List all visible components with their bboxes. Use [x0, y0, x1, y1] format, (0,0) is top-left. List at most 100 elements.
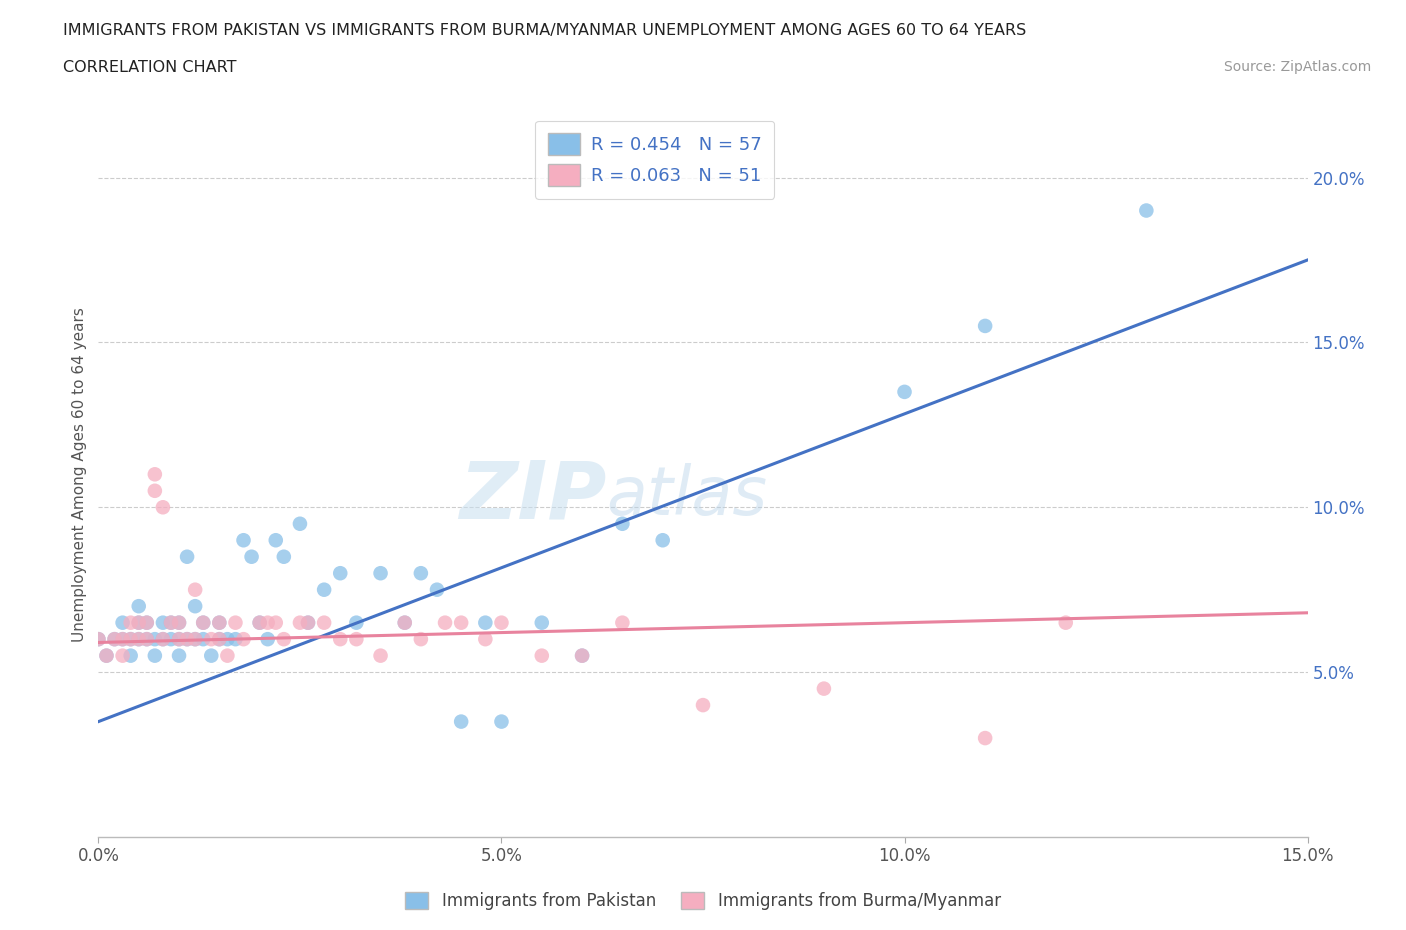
Point	[128, 616, 150, 631]
Point	[128, 631, 150, 646]
Point	[167, 616, 190, 631]
Point	[135, 616, 157, 631]
Point	[193, 616, 215, 631]
Point	[200, 648, 222, 663]
Point	[152, 616, 174, 631]
Text: IMMIGRANTS FROM PAKISTAN VS IMMIGRANTS FROM BURMA/MYANMAR UNEMPLOYMENT AMONG AGE: IMMIGRANTS FROM PAKISTAN VS IMMIGRANTS F…	[63, 23, 1026, 38]
Point	[1054, 616, 1077, 631]
Point	[184, 582, 207, 597]
Point	[152, 631, 174, 646]
Point	[491, 714, 513, 729]
Point	[273, 550, 295, 565]
Point	[314, 582, 336, 597]
Point	[103, 631, 125, 646]
Point	[232, 533, 254, 548]
Point	[530, 616, 553, 631]
Point	[208, 616, 231, 631]
Point	[184, 599, 207, 614]
Point	[143, 648, 166, 663]
Point	[208, 631, 231, 646]
Point	[96, 648, 118, 663]
Point	[193, 616, 215, 631]
Point	[692, 698, 714, 712]
Point	[167, 616, 190, 631]
Point	[813, 681, 835, 696]
Point	[217, 631, 239, 646]
Point	[344, 631, 367, 646]
Point	[103, 631, 125, 646]
Point	[176, 631, 198, 646]
Point	[297, 616, 319, 631]
Point	[264, 533, 287, 548]
Point	[314, 616, 336, 631]
Text: ZIP: ZIP	[458, 457, 606, 535]
Point	[208, 616, 231, 631]
Point	[152, 499, 174, 514]
Point	[409, 565, 432, 580]
Point	[143, 467, 166, 482]
Point	[344, 616, 367, 631]
Point	[128, 616, 150, 631]
Point	[120, 631, 142, 646]
Point	[450, 714, 472, 729]
Point	[450, 616, 472, 631]
Point	[111, 648, 134, 663]
Point	[612, 616, 634, 631]
Point	[167, 631, 190, 646]
Point	[491, 616, 513, 631]
Point	[87, 631, 110, 646]
Point	[394, 616, 416, 631]
Point	[135, 631, 157, 646]
Text: CORRELATION CHART: CORRELATION CHART	[63, 60, 236, 75]
Point	[530, 648, 553, 663]
Point	[329, 631, 352, 646]
Point	[120, 616, 142, 631]
Point	[143, 484, 166, 498]
Point	[111, 631, 134, 646]
Point	[256, 616, 278, 631]
Point	[370, 565, 392, 580]
Point	[160, 616, 183, 631]
Legend: Immigrants from Pakistan, Immigrants from Burma/Myanmar: Immigrants from Pakistan, Immigrants fro…	[398, 885, 1008, 917]
Text: Source: ZipAtlas.com: Source: ZipAtlas.com	[1223, 60, 1371, 74]
Point	[474, 616, 496, 631]
Point	[96, 648, 118, 663]
Point	[256, 631, 278, 646]
Point	[329, 565, 352, 580]
Point	[208, 631, 231, 646]
Point	[288, 616, 311, 631]
Point	[249, 616, 271, 631]
Point	[240, 550, 263, 565]
Point	[135, 616, 157, 631]
Text: atlas: atlas	[606, 463, 768, 529]
Point	[612, 516, 634, 531]
Point	[474, 631, 496, 646]
Point	[200, 631, 222, 646]
Point	[426, 582, 449, 597]
Point	[288, 516, 311, 531]
Point	[224, 616, 246, 631]
Point	[297, 616, 319, 631]
Point	[111, 616, 134, 631]
Point	[176, 631, 198, 646]
Point	[193, 631, 215, 646]
Point	[128, 631, 150, 646]
Point	[1135, 203, 1157, 218]
Point	[232, 631, 254, 646]
Point	[273, 631, 295, 646]
Point	[893, 384, 915, 399]
Point	[111, 631, 134, 646]
Point	[167, 631, 190, 646]
Point	[974, 318, 997, 333]
Point	[160, 631, 183, 646]
Point	[120, 648, 142, 663]
Point	[128, 599, 150, 614]
Point	[249, 616, 271, 631]
Point	[152, 631, 174, 646]
Point	[571, 648, 593, 663]
Point	[184, 631, 207, 646]
Legend: R = 0.454   N = 57, R = 0.063   N = 51: R = 0.454 N = 57, R = 0.063 N = 51	[534, 121, 775, 199]
Point	[571, 648, 593, 663]
Point	[651, 533, 673, 548]
Point	[264, 616, 287, 631]
